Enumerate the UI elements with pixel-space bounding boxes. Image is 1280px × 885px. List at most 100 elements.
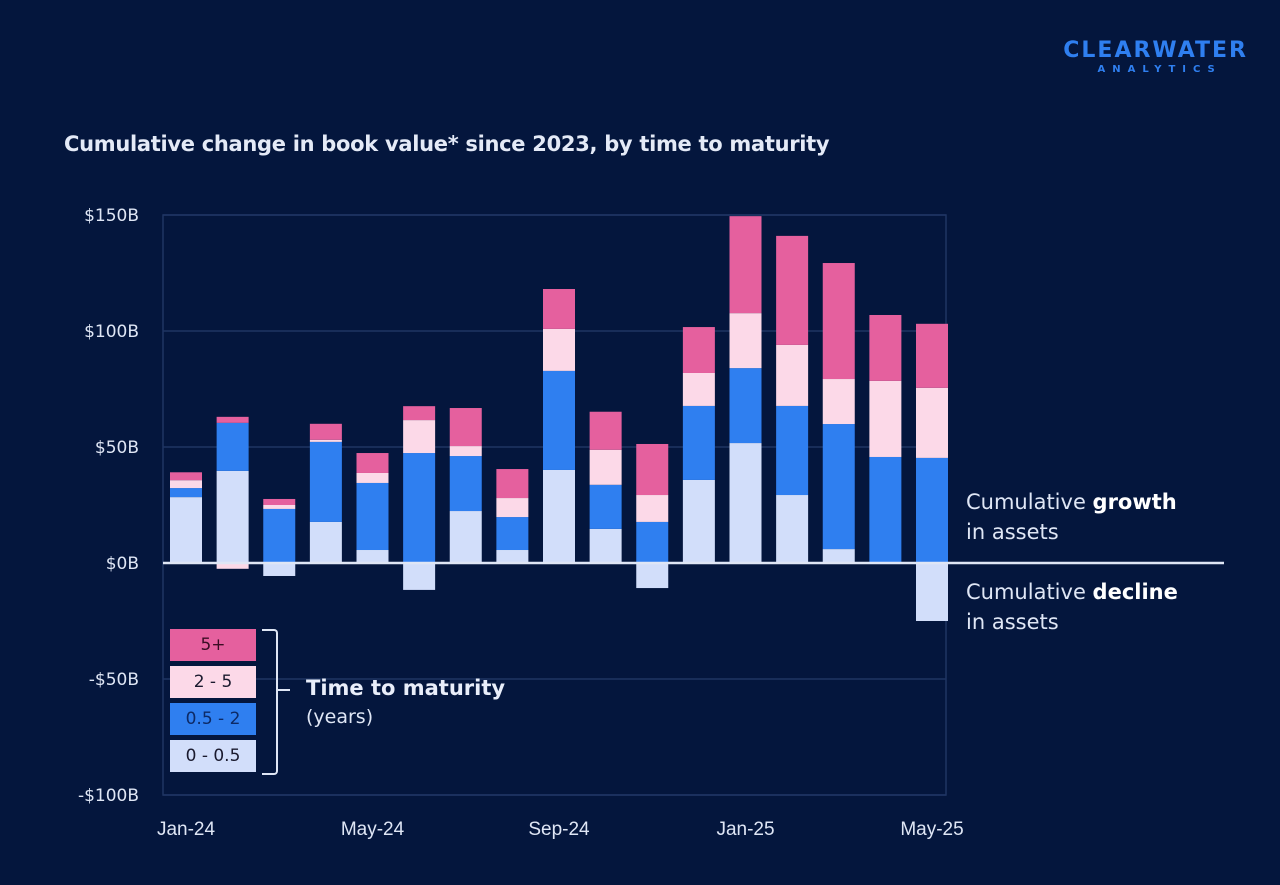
bar-group-Mar-24 [263,498,296,576]
bar-segment [822,549,855,563]
bar-group-Nov-24 [636,443,669,589]
y-axis-ticks: $150B $100B $50B $0B -$50B -$100B [78,206,139,806]
bar-segment [589,449,622,485]
legend-item-2-5: 2 - 5 [170,666,256,698]
x-tick-label: May-25 [900,819,963,840]
bar-group-Mar-25 [822,263,855,563]
bar-segment [822,424,855,550]
bar-segment [822,263,855,380]
bar-segment [776,235,809,345]
annotation-growth: Cumulative growth in assets [966,487,1177,547]
legend-item-0-0.5: 0 - 0.5 [170,740,256,772]
bar-segment [496,517,529,551]
bar-group-Jan-25 [729,216,762,563]
legend-subtitle: (years) [306,706,374,728]
bar-segment [449,456,482,512]
bar-segment [916,457,948,563]
bar-group-Feb-25 [776,235,809,563]
bar-group-Apr-25 [869,314,902,563]
x-axis-ticks: Jan-24 May-24 Sep-24 Jan-25 May-25 [157,819,964,840]
bar-segment [636,521,669,563]
bar-group-Jul-24 [449,408,482,563]
logo-wordmark: CLEARWATER [1063,38,1248,63]
bar-segment [309,521,342,563]
bar-segment [449,408,482,447]
bar-segment [636,495,669,522]
bar-segment [636,443,669,496]
bar-segment [916,387,948,458]
bar-segment [543,289,575,329]
bar-segment [403,563,436,590]
bars [170,216,948,621]
bar-segment [729,443,762,563]
bar-segment [403,406,436,421]
bar-segment [309,439,342,442]
bar-segment [309,441,342,522]
bar-group-Feb-24 [216,416,249,569]
bar-group-Apr-24 [309,423,342,563]
bar-group-Jun-24 [403,406,436,590]
bar-segment [729,216,762,314]
bar-group-Oct-24 [589,411,622,563]
bar-segment [589,528,622,563]
bar-group-May-25 [916,323,948,621]
bar-segment [356,550,389,563]
bar-segment [869,380,902,457]
bar-segment [216,563,249,569]
bar-segment [449,511,482,563]
annotation-decline-bold: decline [1092,580,1178,604]
x-tick-label: May-24 [341,819,405,840]
bar-segment [822,379,855,425]
bar-segment [263,498,296,505]
bar-segment [682,405,715,480]
bar-segment [589,411,622,450]
y-tick-label: -$50B [89,670,139,690]
bar-segment [682,327,715,373]
bar-segment [263,563,296,576]
y-tick-label: $150B [84,206,139,226]
bar-segment [729,313,762,369]
bar-segment [589,484,622,529]
bar-segment [496,550,529,563]
annotation-decline-prefix: Cumulative [966,580,1093,604]
bar-segment [216,422,249,471]
bar-group-May-24 [356,453,389,563]
bar-segment [263,505,296,509]
annotation-growth-bold: growth [1092,490,1177,514]
legend-item-5plus: 5+ [170,629,256,661]
y-tick-label: $0B [106,554,139,574]
y-tick-label: $50B [95,438,139,458]
x-tick-label: Sep-24 [528,819,590,840]
logo-subtitle: ANALYTICS [1097,64,1222,75]
bar-segment [729,368,762,444]
bar-segment [869,456,902,563]
bar-segment [636,563,669,589]
bar-segment [449,446,482,457]
legend-item-0.5-2: 0.5 - 2 [170,703,256,735]
bar-segment [543,370,575,470]
bar-group-Aug-24 [496,469,529,563]
bar-segment [543,328,575,371]
bar-segment [776,495,809,563]
bar-group-Dec-24 [682,327,715,563]
clearwater-logo: CLEARWATER ANALYTICS [1063,38,1248,75]
x-tick-label: Jan-24 [157,819,216,840]
bar-segment [403,420,436,454]
bar-segment [496,469,529,499]
annotation-decline: Cumulative decline in assets [966,577,1178,637]
annotation-growth-line2: in assets [966,520,1059,544]
bar-segment [776,344,809,406]
bar-segment [496,498,529,518]
bar-segment [216,416,249,423]
bar-segment [403,453,436,563]
bar-segment [309,423,342,440]
bar-segment [916,323,948,388]
bar-segment [170,488,202,498]
bar-segment [682,372,715,406]
bar-segment [170,480,202,489]
annotation-decline-line2: in assets [966,610,1059,634]
bar-segment [869,314,902,381]
legend-bracket [262,629,290,775]
legend: 5+ 2 - 5 0.5 - 2 0 - 0.5 [170,629,256,777]
bar-segment [356,482,389,551]
